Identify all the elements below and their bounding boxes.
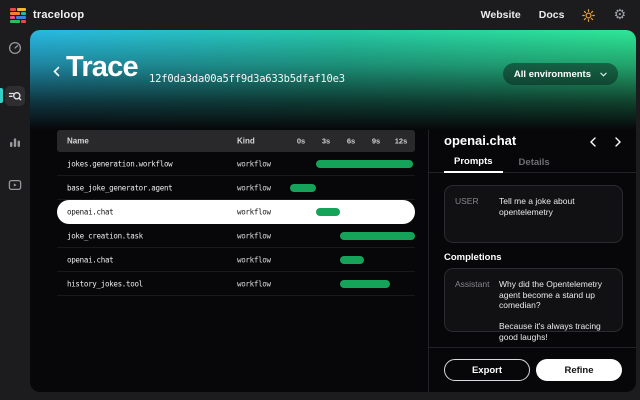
timeline-tick: 9s xyxy=(371,136,381,146)
completion-card: Assistant Why did the Opentelemetry agen… xyxy=(444,268,623,342)
brand[interactable]: traceloop xyxy=(10,7,85,23)
row-kind: workflow xyxy=(237,207,271,216)
prompt-text: Tell me a joke about opentelemetry xyxy=(499,196,575,217)
sidebar-item-dashboard[interactable] xyxy=(5,38,25,58)
trace-table-body: jokes.generation.workflow workflow base_jo… xyxy=(57,152,415,296)
row-kind: workflow xyxy=(237,159,271,168)
tab-details[interactable]: Details xyxy=(518,157,550,168)
column-header-name: Name xyxy=(67,136,89,146)
timeline-tick: 0s xyxy=(296,136,306,146)
environment-selector-label: All environments xyxy=(513,68,591,80)
row-name: base_joke_generator.agent xyxy=(67,183,173,192)
column-header-kind: Kind xyxy=(237,136,255,146)
row-name: history_jokes.tool xyxy=(67,279,143,288)
row-name: openai.chat xyxy=(67,255,114,264)
row-duration-bar xyxy=(340,232,415,240)
table-row[interactable]: base_joke_generator.agent workflow xyxy=(57,176,415,200)
row-kind: workflow xyxy=(237,231,271,240)
traces-search-icon xyxy=(8,92,22,101)
completions-heading: Completions xyxy=(444,252,502,263)
dashboard-icon xyxy=(8,41,22,55)
environment-selector[interactable]: All environments xyxy=(502,63,618,85)
refine-button[interactable]: Refine xyxy=(536,359,622,381)
footer-divider xyxy=(429,347,636,348)
span-detail-panel: openai.chat Prompts Details USER Tell me … xyxy=(428,130,636,392)
row-kind: workflow xyxy=(237,255,271,264)
sidebar-item-demos[interactable] xyxy=(5,175,25,195)
row-duration-bar xyxy=(316,208,340,216)
sidebar-item-traces[interactable] xyxy=(5,86,25,106)
trace-header: Trace 12f0da3da00a5ff9d3a633b5dfaf10e3 A… xyxy=(30,30,636,130)
completion-role: Assistant xyxy=(455,279,490,289)
settings-gear-icon[interactable]: ⚙ xyxy=(613,7,626,23)
trace-id: 12f0da3da00a5ff9d3a633b5dfaf10e3 xyxy=(149,73,345,85)
analytics-icon xyxy=(10,138,20,147)
row-kind: workflow xyxy=(237,183,271,192)
row-duration-bar xyxy=(340,280,390,288)
table-row[interactable]: jokes.generation.workflow workflow xyxy=(57,152,415,176)
export-button[interactable]: Export xyxy=(444,359,530,381)
main-panel: Trace 12f0da3da00a5ff9d3a633b5dfaf10e3 A… xyxy=(30,30,636,392)
table-row[interactable]: joke_creation.task workflow xyxy=(57,224,415,248)
trace-span-table: Name Kind 0s 3s 6s 9s 12s jokes.generation.w… xyxy=(57,130,415,296)
row-name: jokes.generation.workflow xyxy=(67,159,173,168)
next-span-chevron-icon[interactable] xyxy=(614,137,622,147)
traceloop-logo-icon xyxy=(10,7,26,23)
demos-icon xyxy=(8,179,22,191)
table-row[interactable]: openai.chat workflow xyxy=(57,248,415,272)
detail-tabs: Prompts Details xyxy=(429,156,636,173)
topbar-link-docs[interactable]: Docs xyxy=(538,9,565,21)
theme-sun-icon[interactable] xyxy=(582,8,596,22)
tab-prompts[interactable]: Prompts xyxy=(444,156,503,173)
row-name: joke_creation.task xyxy=(67,231,143,240)
page-title: Trace xyxy=(66,51,139,83)
active-nav-indicator xyxy=(0,88,3,103)
topbar-links: Website Docs xyxy=(481,9,565,21)
completion-text: Why did the Opentelemetry agent become a… xyxy=(499,279,602,342)
row-name: openai.chat xyxy=(67,207,114,216)
chevron-down-icon xyxy=(600,72,607,77)
timeline-tick: 6s xyxy=(346,136,356,146)
prev-span-chevron-icon[interactable] xyxy=(589,137,597,147)
timeline-tick: 3s xyxy=(321,136,331,146)
sidebar xyxy=(0,30,30,400)
detail-title: openai.chat xyxy=(444,133,517,148)
row-duration-bar xyxy=(290,184,316,192)
topbar: traceloop Website Docs ⚙ xyxy=(0,0,640,30)
sidebar-item-analytics[interactable] xyxy=(5,132,25,152)
brand-name: traceloop xyxy=(33,9,85,21)
row-duration-bar xyxy=(316,160,413,168)
back-chevron-icon[interactable] xyxy=(52,66,61,77)
table-header: Name Kind 0s 3s 6s 9s 12s xyxy=(57,130,415,152)
prompt-card: USER Tell me a joke about opentelemetry xyxy=(444,185,623,243)
topbar-link-website[interactable]: Website xyxy=(480,9,521,21)
timeline-tick: 12s xyxy=(394,136,408,146)
prompt-role: USER xyxy=(455,196,479,206)
row-duration-bar xyxy=(340,256,364,264)
table-row[interactable]: openai.chat workflow xyxy=(57,200,415,224)
table-row[interactable]: history_jokes.tool workflow xyxy=(57,272,415,296)
row-kind: workflow xyxy=(237,279,271,288)
